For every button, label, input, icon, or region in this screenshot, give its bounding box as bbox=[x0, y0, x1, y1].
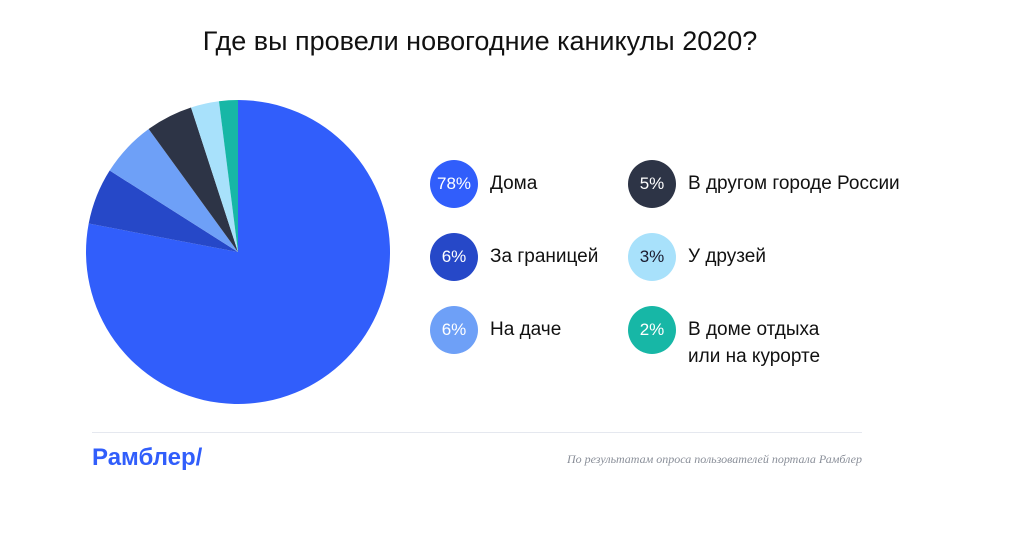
source-note: По результатам опроса пользователей порт… bbox=[566, 452, 862, 466]
legend-label: Дома bbox=[490, 173, 538, 194]
legend-item-2: 6% На даче bbox=[430, 306, 561, 354]
legend-percent-badge: 6% bbox=[430, 233, 478, 281]
legend-label: На даче bbox=[490, 319, 562, 340]
legend-label: У друзей bbox=[688, 246, 766, 267]
legend-item-5: 2% В доме отдыха или на курорте bbox=[628, 306, 820, 370]
legend-percent-badge: 78% bbox=[430, 160, 478, 208]
legend-label: За границей bbox=[490, 246, 599, 267]
legend-item-3: 5% В другом городе России bbox=[628, 160, 900, 208]
legend-item-4: 3% У друзей bbox=[628, 233, 766, 281]
legend-item-0: 78% Дома bbox=[430, 160, 537, 208]
legend-percent-badge: 2% bbox=[628, 306, 676, 354]
pie-slice-2 bbox=[109, 129, 238, 252]
legend-item-1: 6% За границей bbox=[430, 233, 598, 281]
pie-slice-5 bbox=[218, 100, 238, 252]
legend-percent-badge: 6% bbox=[430, 306, 478, 354]
legend-percent-badge: 3% bbox=[628, 233, 676, 281]
pie-slice-3 bbox=[148, 107, 238, 252]
pie-slice-1 bbox=[88, 170, 238, 252]
footer-divider bbox=[92, 432, 862, 433]
legend-label: В доме отдыха или на курорте bbox=[688, 319, 821, 367]
rambler-logo[interactable]: Рамблер/ bbox=[92, 444, 203, 471]
legend-percent-badge: 5% bbox=[628, 160, 676, 208]
pie-chart bbox=[85, 100, 390, 404]
chart-title: Где вы провели новогодние каникулы 2020? bbox=[202, 26, 758, 56]
legend-label: В другом городе России bbox=[688, 173, 900, 194]
pie-slice-4 bbox=[191, 101, 238, 252]
